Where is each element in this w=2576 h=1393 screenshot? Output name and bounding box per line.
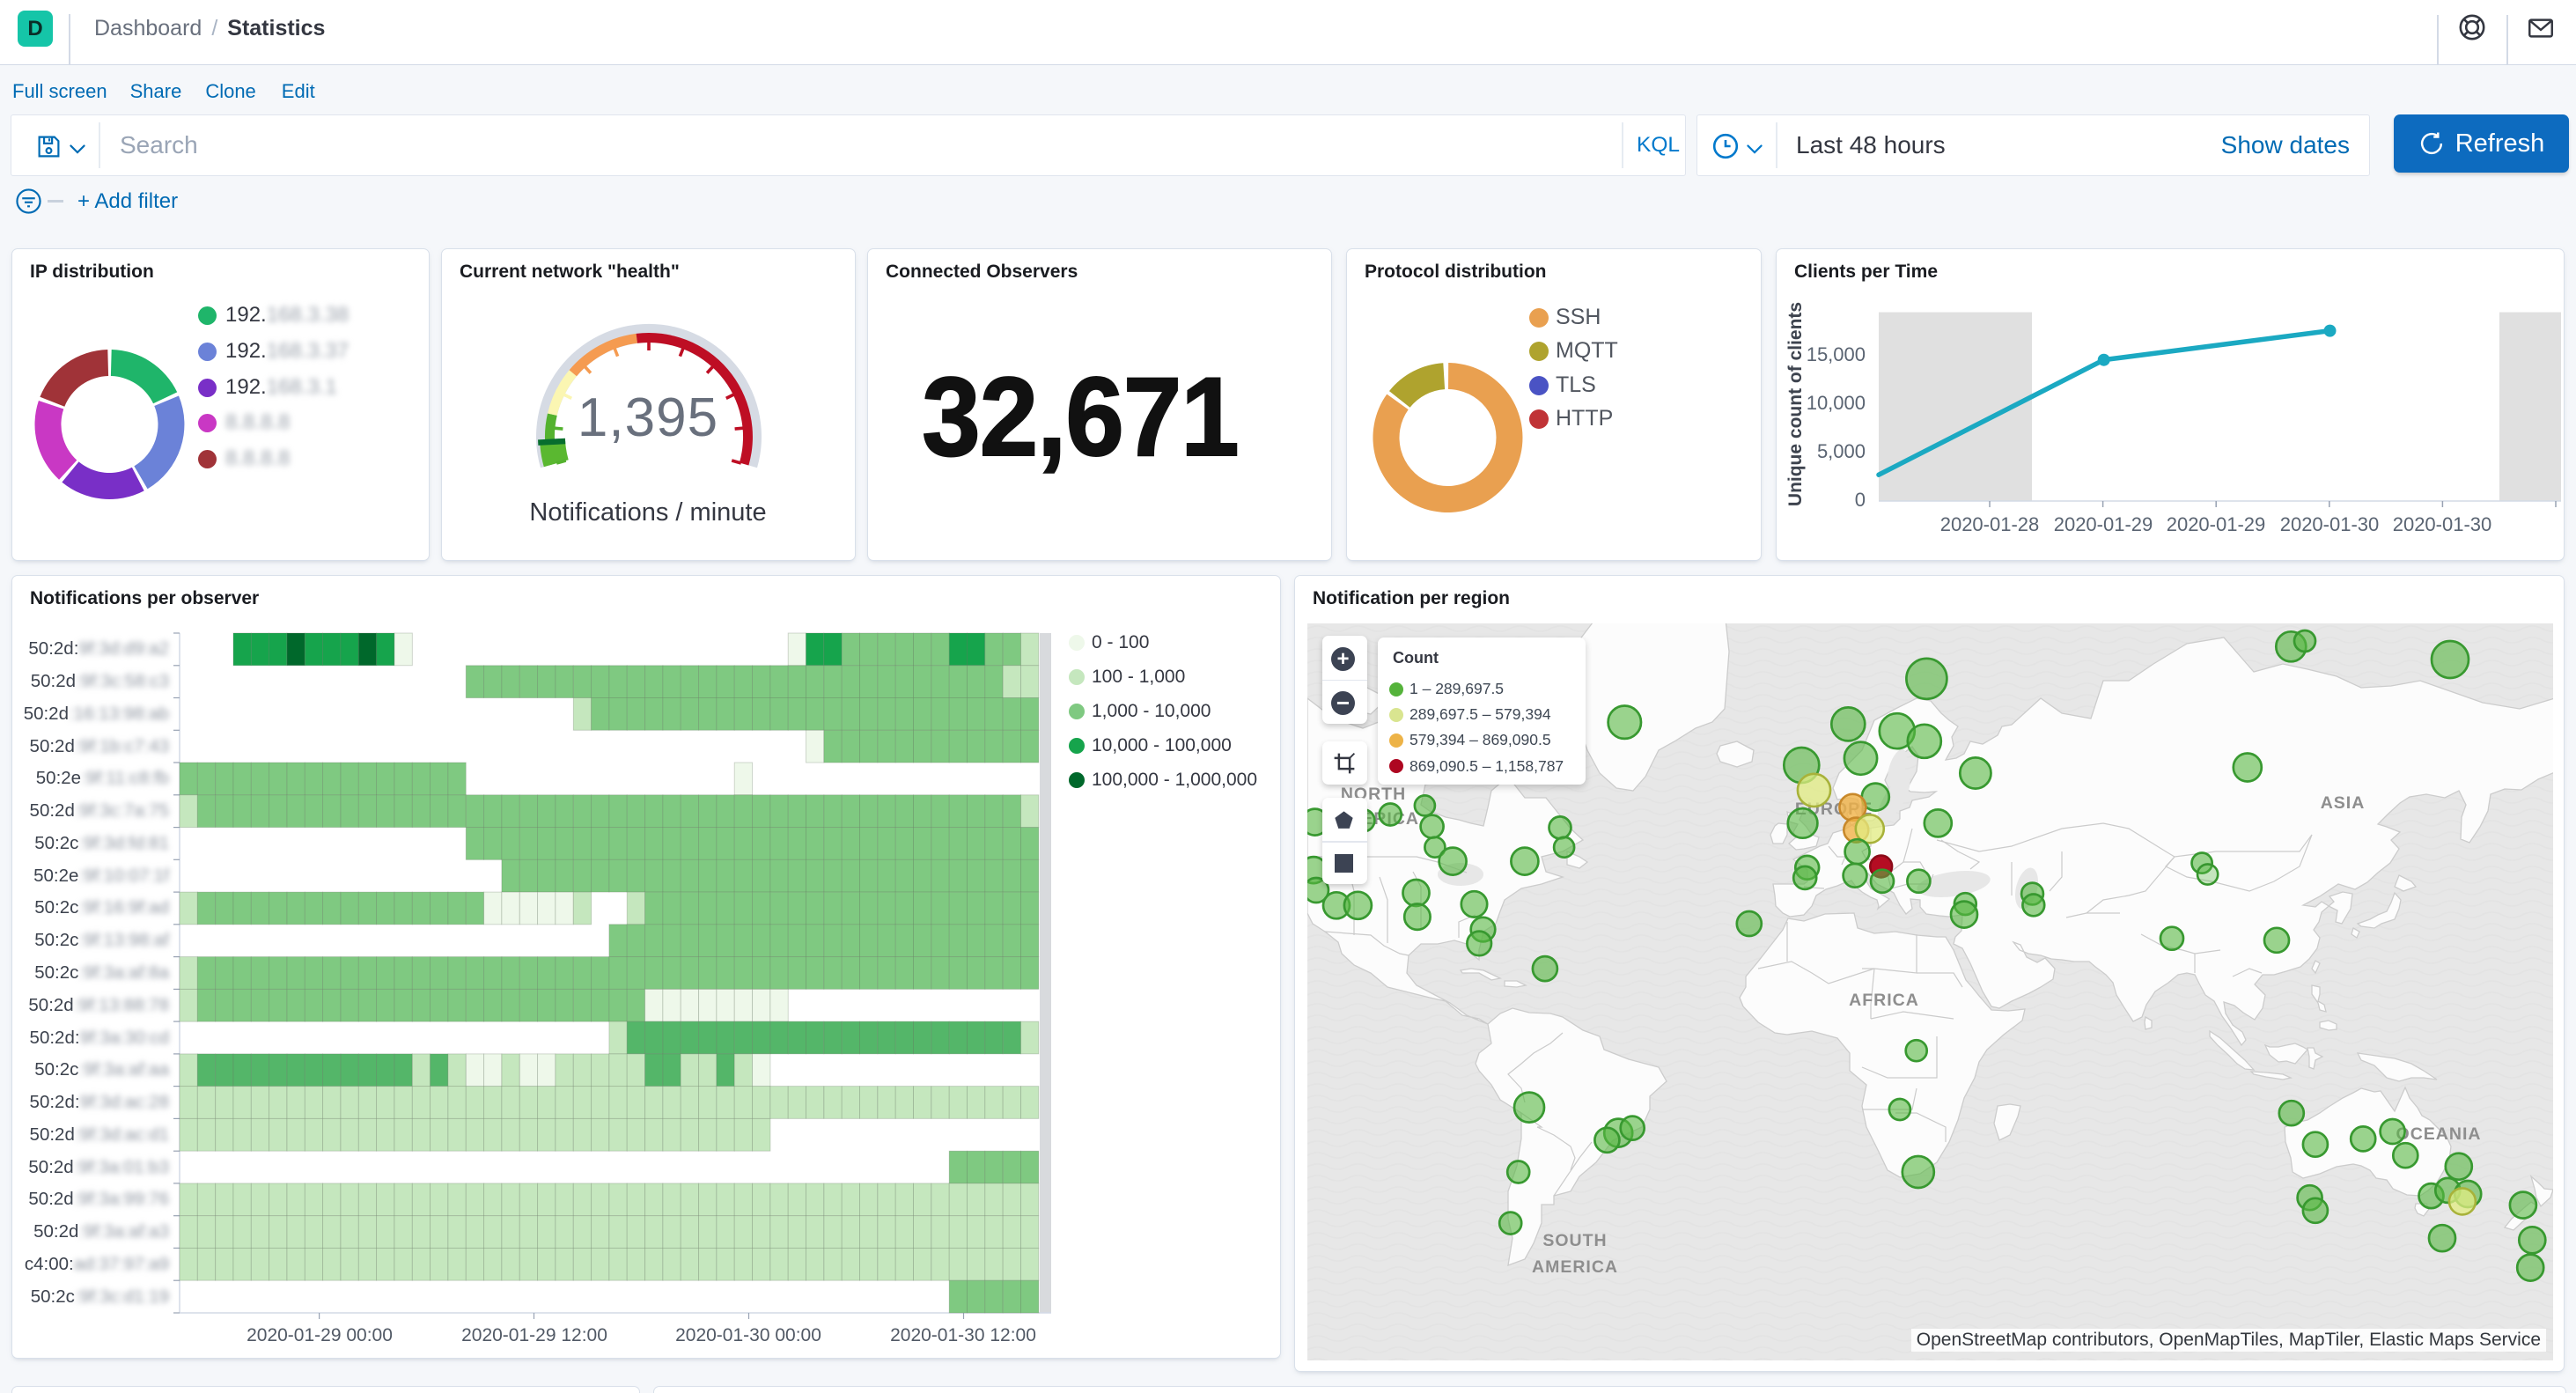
svg-text:ASIA: ASIA xyxy=(2321,793,2366,813)
svg-text:SOUTH: SOUTH xyxy=(1542,1231,1607,1250)
svg-text:AFRICA: AFRICA xyxy=(1849,991,1919,1010)
svg-text:AMERICA: AMERICA xyxy=(1532,1257,1618,1277)
svg-text:OCEANIA: OCEANIA xyxy=(2396,1124,2482,1144)
